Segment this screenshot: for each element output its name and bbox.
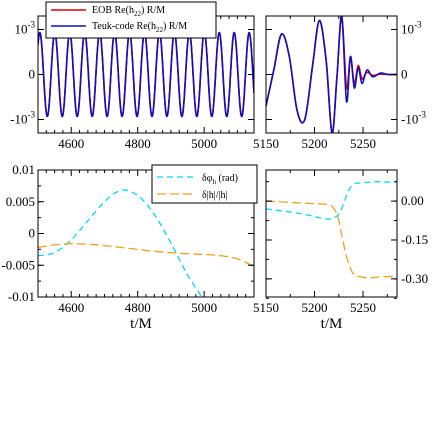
y-tick-label: 0.00 [401, 193, 424, 208]
plot-frame [265, 169, 398, 298]
panel-top-right: 5150 5200 5250 10-3 0 -10-3 [253, 15, 426, 151]
panel-bottom-left: 4600 4800 5000 0.01 0.005 0 -0.005 -0.01 t/M [1, 162, 255, 332]
y-tick-label: -0.01 [8, 289, 35, 304]
y-tick-label: 10-3 [401, 20, 422, 37]
y-tick-label: -0.005 [1, 257, 35, 272]
x-tick-label: 4600 [58, 300, 84, 315]
legend-label: EOB Re(h22) R/M [92, 5, 165, 18]
y-tick-label: -10-3 [10, 110, 35, 127]
x-tick-label: 4800 [125, 136, 151, 151]
x-axis-label: t/M [321, 316, 343, 332]
series-line-1 [38, 31, 254, 118]
legend-label: Teuk-code Re(h22) R/M [92, 21, 187, 34]
x-tick-label: 5250 [350, 300, 376, 315]
y-tick-label: -10-3 [401, 110, 426, 127]
series-line-0 [38, 189, 203, 297]
x-tick-label: 5200 [302, 136, 328, 151]
y-tick-label: -0.30 [401, 271, 428, 286]
x-axis-label: t/M [130, 316, 152, 332]
series-line-1 [266, 200, 397, 279]
y-tick-label: -0.15 [401, 232, 428, 247]
series-line-0 [266, 181, 397, 220]
legend-label: δ|h|/|h| [202, 190, 228, 201]
x-tick-label: 5150 [253, 136, 279, 151]
y-tick-label: 0 [29, 226, 36, 241]
y-tick-label: 0.01 [12, 162, 35, 177]
y-tick-label: 0 [29, 67, 36, 82]
x-tick-label: 5000 [191, 136, 217, 151]
x-tick-label: 5250 [350, 136, 376, 151]
legend-label: δφh (rad) [202, 173, 238, 186]
legend-box [45, 1, 217, 39]
y-tick-label: 10-3 [15, 20, 36, 37]
x-tick-label: 4600 [58, 136, 84, 151]
y-tick-label: 0.005 [6, 194, 35, 209]
x-tick-label: 5000 [191, 300, 217, 315]
x-tick-label: 4800 [125, 300, 151, 315]
panel-bottom-right: 5150 5200 5250 0.00 -0.15 -0.30 t/M [253, 169, 428, 332]
x-tick-label: 5200 [302, 300, 328, 315]
series-line-1 [38, 243, 254, 268]
x-tick-label: 5150 [253, 300, 279, 315]
legend-top: EOB Re(h22) R/M Teuk-code Re(h22) R/M [45, 1, 217, 39]
legend-box [151, 164, 258, 204]
y-tick-label: 0 [401, 67, 408, 82]
series-line-1 [266, 16, 397, 133]
legend-bottom: δφh (rad) δ|h|/|h| [151, 164, 258, 204]
